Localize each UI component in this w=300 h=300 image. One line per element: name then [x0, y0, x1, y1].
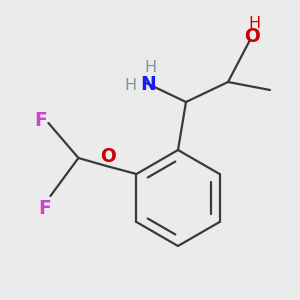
- Text: O: O: [244, 26, 260, 46]
- Text: H: H: [124, 79, 136, 94]
- Text: O: O: [100, 146, 116, 166]
- Text: N: N: [140, 74, 156, 94]
- Text: H: H: [248, 16, 260, 32]
- Text: H: H: [144, 61, 156, 76]
- Text: F: F: [34, 112, 47, 130]
- Text: F: F: [38, 199, 51, 218]
